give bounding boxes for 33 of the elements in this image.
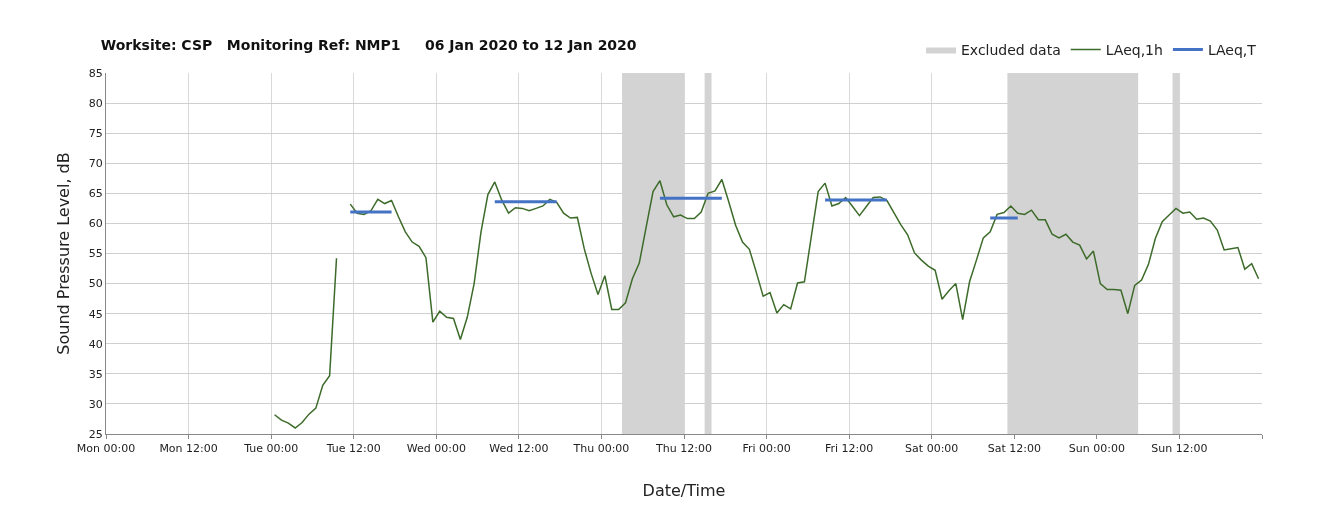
y-tick-label: 55	[88, 247, 103, 261]
y-axis-title: Sound Pressure Level, dB	[53, 152, 73, 355]
y-tick-label: 50	[88, 277, 103, 291]
y-tick-label: 70	[88, 157, 103, 171]
x-tick-label: Tue 00:00	[243, 442, 299, 456]
x-tick-label: Sun 00:00	[1068, 442, 1125, 456]
x-tick-label: Mon 00:00	[76, 442, 136, 456]
y-tick-label: 75	[88, 127, 103, 141]
legend-label: Excluded data	[961, 41, 1061, 58]
chart-title: Worksite: CSP Monitoring Ref: NMP1 06 Jan 2020 to 12 Jan 2020	[100, 36, 637, 53]
x-tick-label: Sat 00:00	[905, 442, 959, 456]
x-tick-label: Thu 12:00	[655, 442, 712, 456]
x-tick-label: Sun 12:00	[1151, 442, 1208, 456]
x-tick-label: Wed 00:00	[406, 442, 466, 456]
x-axis-title: Date/Time	[642, 480, 726, 500]
x-tick-label: Fri 00:00	[742, 442, 791, 456]
y-tick-label: 80	[88, 96, 103, 110]
y-tick-label: 60	[88, 217, 103, 231]
y-tick-label: 45	[88, 307, 103, 321]
x-tick-label: Fri 12:00	[824, 442, 874, 456]
x-tick-label: Wed 12:00	[489, 442, 549, 456]
y-tick-label: 85	[88, 66, 103, 80]
legend-label: LAeq,T	[1207, 41, 1257, 58]
y-tick-label: 35	[88, 367, 103, 381]
y-tick-label: 25	[88, 427, 103, 441]
x-tick-label: Sat 12:00	[987, 442, 1041, 456]
x-tick-label: Thu 00:00	[572, 442, 630, 456]
legend-label: LAeq,1h	[1105, 41, 1163, 58]
y-tick-label: 65	[88, 187, 103, 201]
x-tick-label: Tue 12:00	[325, 442, 381, 456]
y-tick-label: 40	[88, 337, 103, 351]
x-tick-label: Mon 12:00	[159, 442, 218, 456]
y-tick-label: 30	[88, 397, 103, 411]
